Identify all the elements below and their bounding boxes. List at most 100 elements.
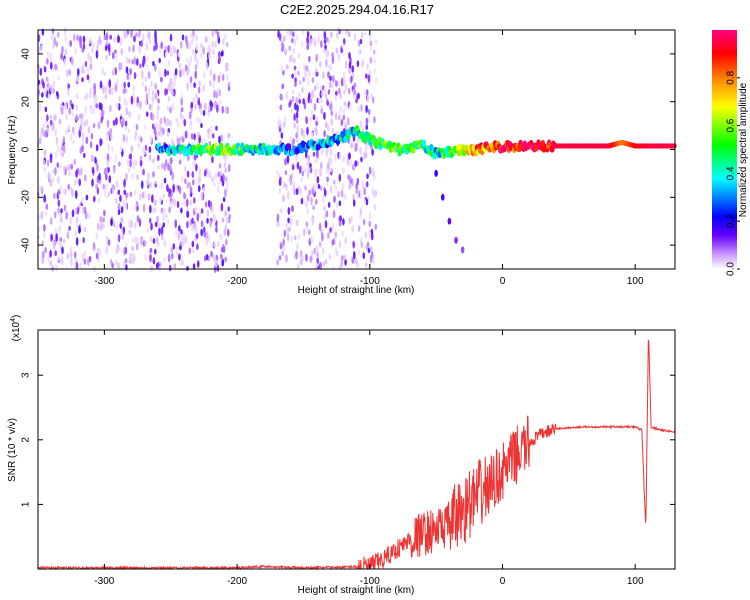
noise-blob bbox=[323, 130, 326, 138]
noise-blob bbox=[44, 106, 48, 113]
noise-blob bbox=[295, 97, 299, 105]
noise-blob bbox=[52, 88, 55, 94]
noise-blob bbox=[64, 48, 68, 56]
noise-blob bbox=[148, 103, 152, 111]
noise-blob bbox=[286, 154, 290, 164]
noise-blob bbox=[148, 217, 152, 224]
noise-blob bbox=[91, 154, 94, 163]
noise-blob bbox=[193, 197, 196, 204]
noise-blob bbox=[200, 122, 203, 129]
noise-blob bbox=[61, 152, 65, 158]
noise-blob bbox=[190, 133, 194, 140]
noise-blob bbox=[154, 92, 157, 100]
noise-blob bbox=[154, 82, 157, 91]
noise-blob bbox=[206, 217, 209, 224]
colorbar-ticks: 0.0 0.2 0.4 0.6 0.8 bbox=[726, 70, 740, 276]
noise-blob bbox=[341, 182, 345, 191]
noise-blob bbox=[286, 233, 290, 242]
noise-blob bbox=[327, 231, 330, 239]
noise-blob bbox=[190, 101, 194, 109]
noise-blob bbox=[95, 103, 98, 109]
noise-blob bbox=[81, 253, 84, 262]
snr-x-tick-label: 100 bbox=[627, 576, 644, 587]
noise-blob bbox=[122, 199, 126, 207]
noise-blob bbox=[164, 88, 167, 96]
noise-blob bbox=[168, 188, 171, 194]
snr-x-tick: -100 bbox=[360, 330, 380, 587]
noise-blob bbox=[162, 193, 166, 199]
noise-blob bbox=[105, 39, 109, 47]
noise-blob bbox=[151, 95, 155, 103]
noise-blob bbox=[204, 169, 207, 177]
spectrogram-x-tick: -200 bbox=[227, 30, 248, 287]
noise-blob bbox=[133, 134, 137, 141]
noise-blob bbox=[209, 100, 213, 107]
noise-blob bbox=[194, 206, 197, 214]
noise-blob bbox=[52, 122, 55, 131]
noise-blob bbox=[286, 64, 289, 70]
noise-blob bbox=[291, 89, 295, 94]
noise-blob bbox=[154, 179, 157, 185]
noise-blob bbox=[68, 170, 71, 176]
noise-blob bbox=[133, 71, 137, 80]
noise-blob bbox=[320, 40, 323, 49]
colorbar-tick-label: 0.4 bbox=[726, 166, 737, 180]
noise-blob bbox=[109, 259, 113, 266]
noise-blob bbox=[136, 205, 139, 212]
noise-blob bbox=[136, 174, 139, 181]
noise-blob bbox=[306, 77, 310, 86]
noise-blob bbox=[85, 118, 89, 126]
noise-blob bbox=[83, 226, 87, 233]
noise-blob bbox=[139, 159, 143, 167]
noise-blob bbox=[210, 205, 214, 213]
noise-blob bbox=[109, 104, 112, 113]
noise-blob bbox=[133, 189, 137, 196]
noise-blob bbox=[325, 167, 329, 174]
tail-mark bbox=[460, 246, 465, 254]
spectrogram-y-tick-label: 40 bbox=[21, 48, 32, 60]
noise-blob bbox=[111, 185, 115, 194]
noise-blob bbox=[277, 221, 281, 227]
noise-blob bbox=[343, 254, 347, 261]
noise-blob bbox=[367, 247, 371, 254]
noise-blob bbox=[307, 69, 311, 78]
noise-blob bbox=[314, 156, 317, 165]
noise-blob bbox=[69, 246, 73, 255]
spectrogram-y-tick-label: -20 bbox=[21, 190, 32, 205]
tail-mark bbox=[434, 169, 438, 177]
noise-blob bbox=[360, 156, 363, 163]
noise-blob bbox=[124, 246, 128, 255]
noise-blob bbox=[166, 218, 170, 224]
noise-blob bbox=[359, 120, 363, 129]
noise-blob bbox=[279, 104, 283, 111]
noise-blob bbox=[282, 181, 286, 189]
spectrogram-y-tick-label: 0 bbox=[21, 146, 32, 152]
noise-blob bbox=[280, 132, 284, 139]
noise-blob bbox=[361, 180, 365, 189]
noise-blob bbox=[342, 155, 346, 163]
noise-blob bbox=[192, 248, 195, 254]
noise-blob bbox=[95, 50, 99, 59]
noise-blob bbox=[153, 248, 157, 255]
noise-blob bbox=[133, 222, 137, 230]
noise-blob bbox=[142, 168, 145, 176]
noise-blob bbox=[294, 235, 297, 241]
noise-blob bbox=[157, 154, 160, 162]
noise-blob bbox=[139, 63, 142, 69]
noise-blob bbox=[71, 110, 74, 117]
noise-blob bbox=[144, 240, 147, 246]
noise-blob bbox=[338, 80, 341, 86]
noise-blob bbox=[301, 41, 304, 48]
noise-blob bbox=[55, 136, 59, 146]
noise-blob bbox=[91, 178, 94, 187]
noise-blob bbox=[335, 203, 339, 209]
noise-blob bbox=[213, 89, 216, 99]
noise-blob bbox=[109, 127, 112, 136]
noise-blob bbox=[87, 212, 91, 220]
noise-blob bbox=[67, 124, 70, 131]
noise-blob bbox=[95, 183, 98, 190]
noise-blob bbox=[203, 71, 206, 79]
noise-blob bbox=[313, 85, 317, 92]
spectrogram-x-tick: 100 bbox=[627, 30, 644, 287]
noise-blob bbox=[40, 210, 44, 220]
